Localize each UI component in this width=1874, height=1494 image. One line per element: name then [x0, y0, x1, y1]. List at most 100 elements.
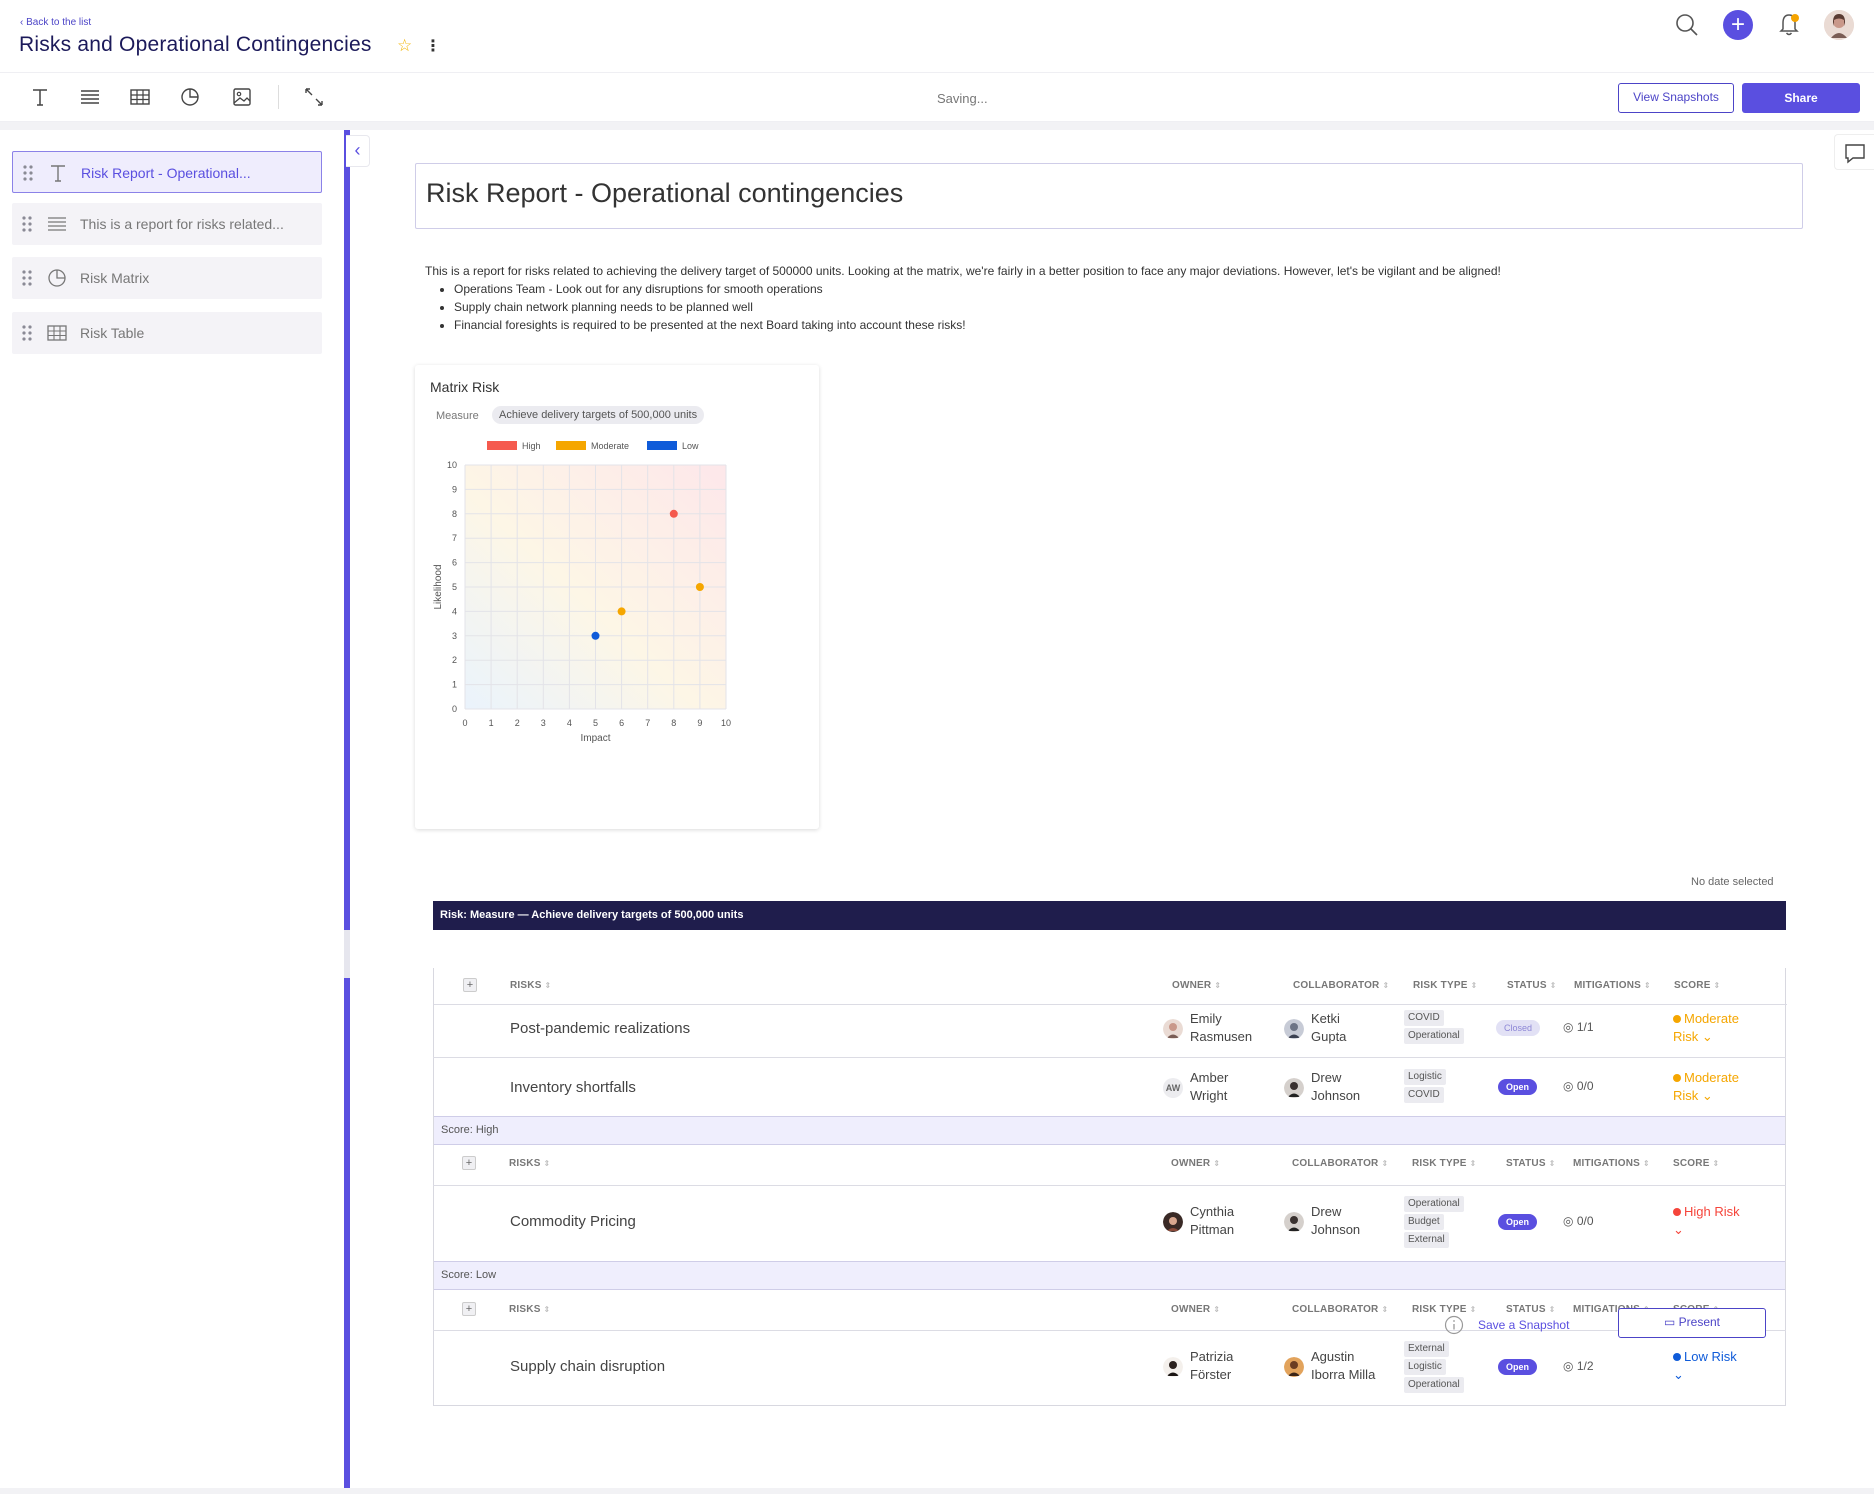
- report-title[interactable]: Risk Report - Operational contingencies: [426, 178, 904, 208]
- date-filter-status[interactable]: No date selected: [1691, 876, 1774, 888]
- owner-name[interactable]: Patrizia Förster: [1190, 1349, 1234, 1382]
- column-header-risks[interactable]: RISKS ⇕: [509, 1158, 551, 1169]
- notification-bell-icon[interactable]: [1774, 10, 1804, 40]
- sidebar-resize-handle[interactable]: [344, 930, 350, 978]
- mitigations-count[interactable]: ◎ 0/0: [1563, 1079, 1594, 1093]
- sidebar-resize-rail[interactable]: [344, 130, 350, 1490]
- expand-icon[interactable]: [302, 85, 326, 109]
- collapse-sidebar-chevron-icon[interactable]: ‹: [346, 135, 370, 167]
- list-item: Financial foresights is required to be p…: [454, 316, 1725, 334]
- outline-sidebar: Risk Report - Operational... This is a r…: [0, 130, 345, 1494]
- column-header-risks[interactable]: RISKS ⇕: [509, 1304, 551, 1315]
- column-header-collaborator[interactable]: COLLABORATOR ⇕: [1292, 1304, 1389, 1315]
- column-header-owner[interactable]: OWNER ⇕: [1171, 1158, 1221, 1169]
- sidebar-item-intro-text[interactable]: This is a report for risks related...: [12, 203, 322, 245]
- column-header-score[interactable]: SCORE ⇕: [1674, 980, 1721, 991]
- table-row[interactable]: Inventory shortfalls AW Amber Wright Drew…: [433, 1069, 1786, 1115]
- column-header-risk-type[interactable]: RISK TYPE ⇕: [1413, 980, 1478, 991]
- more-options-icon[interactable]: ⋮: [425, 38, 441, 55]
- check-circle-icon: ◎: [1563, 1214, 1574, 1228]
- table-block-icon[interactable]: [128, 85, 152, 109]
- drag-handle-icon[interactable]: [22, 325, 32, 341]
- collaborator-name[interactable]: Ketki Gupta: [1311, 1011, 1347, 1044]
- share-button[interactable]: Share: [1742, 83, 1860, 113]
- risk-name[interactable]: Commodity Pricing: [510, 1213, 636, 1230]
- column-header-score[interactable]: SCORE ⇕: [1673, 1158, 1720, 1169]
- data-point-moderate[interactable]: [695, 583, 704, 591]
- column-header-status[interactable]: STATUS ⇕: [1506, 1304, 1556, 1315]
- divider: [433, 1057, 1786, 1058]
- mitigations-count[interactable]: ◎ 1/1: [1563, 1020, 1594, 1034]
- mitigations-count[interactable]: ◎ 0/0: [1563, 1214, 1594, 1228]
- column-header-owner[interactable]: OWNER ⇕: [1171, 1304, 1221, 1315]
- status-badge[interactable]: Open: [1498, 1359, 1538, 1375]
- view-snapshots-button[interactable]: View Snapshots: [1618, 83, 1734, 113]
- collaborator-name[interactable]: Drew Johnson: [1311, 1204, 1361, 1237]
- user-avatar[interactable]: [1824, 10, 1854, 40]
- score-dropdown[interactable]: High Risk ⌄: [1673, 1204, 1740, 1237]
- risk-matrix-card[interactable]: Matrix Risk Measure Achieve delivery tar…: [415, 365, 819, 829]
- column-header-collaborator[interactable]: COLLABORATOR ⇕: [1293, 980, 1390, 991]
- favorite-star-icon[interactable]: ☆: [397, 36, 413, 55]
- x-tick-label: 7: [645, 718, 650, 728]
- table-row[interactable]: Commodity Pricing Cynthia Pittman Drew Joh…: [433, 1196, 1786, 1252]
- drag-handle-icon[interactable]: [22, 270, 32, 286]
- text-block-icon[interactable]: [28, 85, 52, 109]
- column-header-status[interactable]: STATUS ⇕: [1506, 1158, 1556, 1169]
- y-tick-label: 10: [447, 460, 457, 470]
- risk-name[interactable]: Inventory shortfalls: [510, 1079, 636, 1096]
- table-row[interactable]: Post-pandemic realizations Emily Rasmusen…: [433, 1010, 1786, 1068]
- add-row-button[interactable]: +: [462, 1156, 476, 1170]
- sidebar-item-risk-table[interactable]: Risk Table: [12, 312, 322, 354]
- risk-type-chip: COVID: [1404, 1010, 1444, 1026]
- search-icon[interactable]: [1672, 10, 1702, 40]
- owner-name[interactable]: Amber Wright: [1190, 1070, 1229, 1103]
- owner-name[interactable]: Emily Rasmusen: [1190, 1011, 1253, 1044]
- risk-name[interactable]: Post-pandemic realizations: [510, 1020, 691, 1037]
- column-header-owner[interactable]: OWNER ⇕: [1172, 980, 1222, 991]
- group-row-score-high[interactable]: Score: High: [434, 1116, 1785, 1145]
- present-button[interactable]: ▭ Present: [1618, 1308, 1766, 1338]
- add-button[interactable]: +: [1723, 10, 1753, 40]
- data-point-moderate[interactable]: [617, 607, 626, 616]
- report-title-block[interactable]: Risk Report - Operational contingencies: [415, 163, 1803, 229]
- add-row-button[interactable]: +: [463, 978, 477, 992]
- mitigations-count[interactable]: ◎ 1/2: [1563, 1359, 1594, 1373]
- group-row-score-low[interactable]: Score: Low: [434, 1261, 1785, 1290]
- column-header-mitigations[interactable]: MITIGATIONS ⇕: [1574, 980, 1651, 991]
- info-icon[interactable]: [1444, 1315, 1464, 1335]
- table-row[interactable]: Supply chain disruption Patrizia Förster …: [433, 1341, 1786, 1397]
- data-point-high[interactable]: [669, 509, 678, 518]
- data-point-low[interactable]: [591, 631, 600, 640]
- add-row-button[interactable]: +: [462, 1302, 476, 1316]
- score-dropdown[interactable]: Moderate Risk ⌄: [1673, 1011, 1739, 1044]
- column-header-risk-type[interactable]: RISK TYPE ⇕: [1412, 1304, 1477, 1315]
- score-dropdown[interactable]: Moderate Risk ⌄: [1673, 1070, 1739, 1103]
- image-block-icon[interactable]: [230, 85, 254, 109]
- sidebar-item-risk-matrix[interactable]: Risk Matrix: [12, 257, 322, 299]
- collaborator-name[interactable]: Agustin Iborra Milla: [1311, 1349, 1376, 1382]
- status-badge[interactable]: Open: [1498, 1079, 1538, 1095]
- legend-swatch-moderate: [556, 441, 586, 450]
- collaborator-name[interactable]: Drew Johnson: [1311, 1070, 1361, 1103]
- back-to-list-link[interactable]: ‹ Back to the list: [20, 17, 92, 28]
- owner-name[interactable]: Cynthia Pittman: [1190, 1204, 1235, 1237]
- column-header-status[interactable]: STATUS ⇕: [1507, 980, 1557, 991]
- column-header-collaborator[interactable]: COLLABORATOR ⇕: [1292, 1158, 1389, 1169]
- column-header-risk-type[interactable]: RISK TYPE ⇕: [1412, 1158, 1477, 1169]
- drag-handle-icon[interactable]: [23, 165, 33, 181]
- report-intro-block[interactable]: This is a report for risks related to ac…: [425, 262, 1725, 334]
- column-header-mitigations[interactable]: MITIGATIONS ⇕: [1573, 1158, 1650, 1169]
- paragraph-block-icon[interactable]: [78, 85, 102, 109]
- save-snapshot-link[interactable]: Save a Snapshot: [1478, 1318, 1570, 1332]
- sidebar-item-report-title[interactable]: Risk Report - Operational...: [12, 151, 322, 193]
- chart-block-icon[interactable]: [178, 85, 202, 109]
- risk-name[interactable]: Supply chain disruption: [510, 1358, 666, 1375]
- drag-handle-icon[interactable]: [22, 216, 32, 232]
- chevron-down-icon: ⌄: [1673, 1367, 1684, 1382]
- score-dropdown[interactable]: Low Risk ⌄: [1673, 1349, 1737, 1382]
- status-badge[interactable]: Open: [1498, 1214, 1538, 1230]
- column-header-risks[interactable]: RISKS ⇕: [510, 980, 552, 991]
- status-badge[interactable]: Closed: [1496, 1020, 1541, 1036]
- comment-icon[interactable]: [1834, 134, 1874, 170]
